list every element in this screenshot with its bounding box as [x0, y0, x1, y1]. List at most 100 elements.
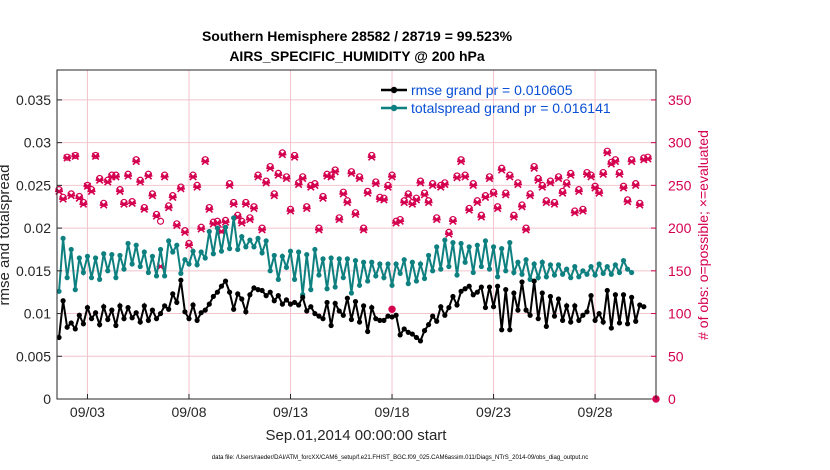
obs-possible-marker — [242, 198, 250, 207]
obs-possible-marker — [429, 180, 437, 188]
rmse-point — [478, 284, 484, 290]
rmse-point — [166, 306, 172, 312]
spread-point — [125, 240, 131, 247]
rmse-point — [417, 338, 424, 344]
rmse-point — [551, 313, 558, 319]
rmse-point — [495, 283, 501, 289]
spread-point — [576, 274, 582, 280]
rmse-point — [393, 312, 399, 318]
rmse-point — [604, 287, 610, 294]
obs-possible-marker — [205, 203, 213, 212]
obs-possible-marker — [274, 169, 282, 177]
obs-possible-marker — [441, 179, 449, 187]
obs-possible-marker — [100, 199, 108, 207]
rmse-point — [141, 303, 147, 309]
rmse-point — [361, 303, 367, 309]
obs-possible-marker — [615, 168, 624, 177]
obs-evaluated-marker — [627, 157, 636, 166]
spread-point — [202, 255, 208, 261]
obs-evaluated-marker — [124, 172, 133, 180]
spread-point — [515, 259, 521, 265]
rmse-point — [547, 293, 554, 300]
rmse-point — [121, 316, 127, 322]
left-y-axis-label: rmse and totalspread — [0, 165, 13, 306]
obs-possible-marker — [498, 164, 506, 172]
spread-point — [409, 259, 415, 265]
rmse-point — [446, 304, 452, 311]
spread-point — [559, 271, 566, 277]
obs-evaluated-marker — [453, 173, 462, 182]
obs-possible-marker — [59, 193, 67, 201]
spread-point — [80, 269, 86, 276]
obs-evaluated-marker — [225, 181, 234, 190]
obs-evaluated-marker — [75, 194, 84, 202]
obs-possible-marker — [266, 162, 274, 171]
left-y-tick-label: 0 — [43, 391, 51, 407]
obs-possible-marker — [558, 187, 567, 195]
spread-point — [145, 269, 151, 276]
obs-possible-marker — [185, 239, 193, 248]
obs-possible-marker — [623, 196, 632, 204]
spread-point — [304, 251, 310, 258]
spread-point — [365, 278, 371, 284]
obs-possible-marker — [388, 171, 396, 179]
obs-evaluated-marker — [67, 191, 76, 200]
plot-frame — [56, 69, 657, 400]
chart-title-line1: Southern Hemisphere 28582 / 28719 = 99.5… — [202, 28, 513, 44]
rmse-point — [474, 289, 480, 295]
obs-possible-marker — [230, 198, 238, 207]
obs-evaluated-marker — [363, 189, 372, 197]
rmse-point — [218, 283, 225, 289]
obs-possible-marker — [526, 190, 534, 198]
spread-point — [113, 275, 119, 281]
obs-extra-marker — [388, 305, 396, 313]
spread-point — [76, 255, 82, 261]
rmse-point — [162, 303, 168, 309]
obs-possible-marker — [55, 186, 63, 194]
x-ticks: 09/03 09/08 09/13 09/18 09/23 09/28 — [70, 394, 613, 420]
spread-point — [450, 240, 456, 246]
obs-evaluated-marker — [172, 221, 181, 230]
rmse-point — [190, 302, 196, 308]
spread-point — [287, 248, 294, 254]
obs-possible-marker — [136, 176, 144, 184]
spread-point — [356, 282, 363, 288]
rmse-point — [405, 329, 411, 335]
rmse-point — [109, 307, 115, 313]
obs-evaluated-marker — [266, 164, 275, 173]
spread-point — [190, 248, 196, 254]
obs-possible-marker — [165, 202, 173, 210]
rmse-point — [519, 279, 525, 285]
spread-point — [166, 238, 172, 244]
spread-point — [458, 240, 464, 247]
obs-evaluated-marker — [379, 196, 388, 204]
rmse-point — [458, 288, 464, 294]
rmse-point — [170, 291, 176, 297]
obs-possible-marker — [376, 193, 384, 201]
obs-evaluated-marker — [530, 164, 539, 173]
obs-evaluated-marker — [302, 204, 311, 213]
obs-possible-marker — [571, 207, 579, 215]
right-y-ticks: 0 50 100 150 200 250 300 350 — [651, 92, 692, 407]
spread-point — [296, 249, 302, 255]
rmse-point — [592, 317, 598, 323]
spread-point — [413, 278, 419, 284]
rmse-point — [535, 316, 541, 322]
rmse-point — [259, 287, 265, 294]
obs-possible-marker — [331, 166, 339, 174]
spread-point — [454, 272, 460, 278]
obs-evaluated-marker — [270, 191, 279, 200]
spread-point — [121, 266, 127, 272]
chart-title-line2: AIRS_SPECIFIC_HUMIDITY @ 200 hPa — [229, 48, 485, 64]
obs-evaluated-marker — [493, 204, 502, 213]
obs-evaluated-marker — [274, 171, 283, 179]
x-axis-label: Sep.01,2014 00:00:00 start — [266, 427, 448, 444]
rmse-point — [117, 303, 123, 309]
spread-point — [64, 275, 70, 281]
obs-evaluated-marker — [262, 179, 271, 187]
spread-point — [235, 246, 241, 253]
left-y-tick-label: 0.035 — [16, 92, 51, 108]
obs-possible-marker — [254, 171, 262, 179]
obs-possible-marker — [161, 171, 169, 179]
rmse-point — [539, 290, 545, 296]
